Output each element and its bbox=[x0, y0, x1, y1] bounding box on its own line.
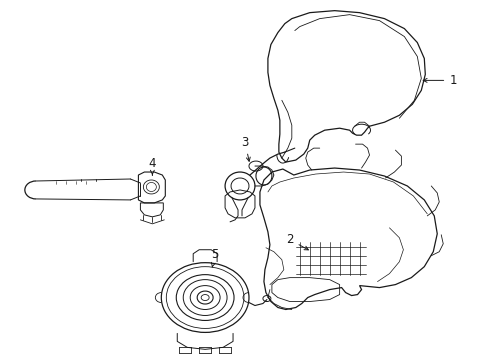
Text: 5: 5 bbox=[211, 248, 218, 267]
Text: 1: 1 bbox=[422, 74, 456, 87]
Text: 3: 3 bbox=[241, 136, 250, 161]
Text: 2: 2 bbox=[285, 233, 308, 250]
Text: 4: 4 bbox=[148, 157, 156, 175]
